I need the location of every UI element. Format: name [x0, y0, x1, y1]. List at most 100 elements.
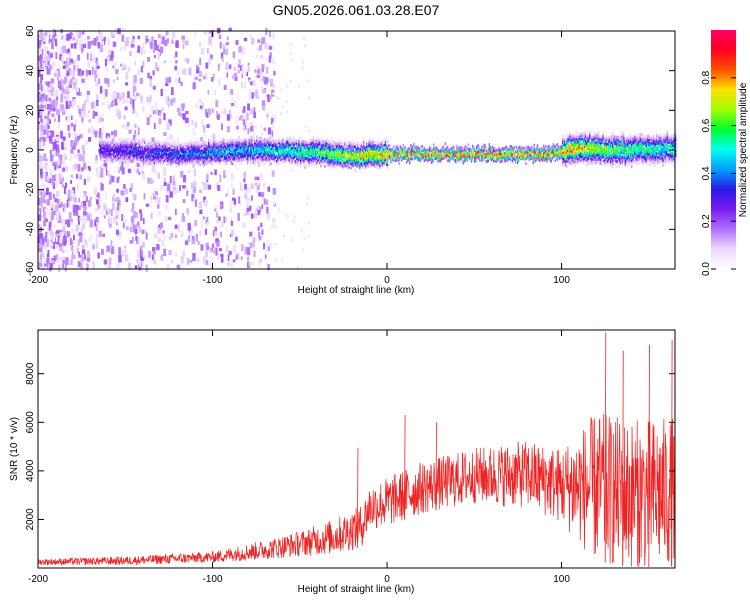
- spectrogram-band-cell: [363, 158, 365, 161]
- spectrogram-band-cell: [395, 146, 397, 149]
- spectrogram-band-cell: [289, 151, 292, 155]
- spectrogram-noise-cell: [261, 100, 266, 106]
- spectrogram-band-cell: [367, 157, 369, 160]
- spectrogram-band-cell: [372, 154, 374, 158]
- spectrogram-band-cell: [147, 149, 149, 152]
- spectrogram-noise-cell: [225, 62, 229, 70]
- spectrogram-noise-cell: [233, 203, 237, 208]
- spectrogram-noise-cell: [41, 48, 44, 56]
- spectrogram-band-cell: [142, 145, 144, 149]
- spectrogram-band-cell: [290, 151, 293, 155]
- spectrogram-band-cell: [111, 136, 113, 140]
- spectrogram-band-cell: [110, 156, 112, 159]
- spectrogram-band-cell: [393, 150, 395, 154]
- spectrogram-band-cell: [270, 157, 273, 160]
- spectrogram-noise-cell: [70, 115, 73, 120]
- spectrogram-band-cell: [157, 145, 160, 148]
- spectrogram-band-cell: [169, 153, 171, 157]
- spectrogram-band-cell: [422, 155, 424, 158]
- spectrogram-noise-cell: [301, 247, 304, 251]
- spectrogram-noise-cell: [40, 104, 43, 110]
- spectrogram-band-cell: [115, 147, 118, 151]
- spectrogram-band-cell: [272, 157, 275, 160]
- spectrogram-noise-cell: [47, 31, 52, 37]
- spectrogram-noise-cell: [89, 219, 93, 228]
- spectrogram-noise-cell: [62, 264, 64, 268]
- spectrogram-noise-cell: [242, 47, 246, 55]
- spectrogram-band-cell: [392, 156, 394, 160]
- spectrogram-noise-cell: [138, 226, 142, 233]
- spectrogram-band-cell: [302, 160, 304, 164]
- spectrogram-band-cell: [154, 145, 156, 149]
- spectrogram-band-cell: [244, 154, 246, 157]
- spectrogram-noise-cell: [145, 232, 148, 240]
- spectrogram-noise-cell: [38, 198, 41, 206]
- spectrogram-band-cell: [291, 138, 294, 142]
- spectrogram-noise-cell: [77, 239, 80, 246]
- spectrogram-band-cell: [173, 148, 175, 152]
- spectrogram-noise-cell: [160, 184, 164, 191]
- spectrogram-noise-cell: [40, 208, 43, 214]
- spectrogram-band-cell: [275, 141, 277, 145]
- spectrogram-noise-cell: [46, 50, 50, 55]
- spectrogram-band-cell: [225, 163, 228, 166]
- spectrogram-noise-cell: [270, 225, 273, 229]
- spectrogram-band-cell: [347, 162, 349, 166]
- spectrogram-noise-cell: [221, 255, 224, 259]
- spectrogram-band-cell: [187, 147, 189, 150]
- spectrogram-noise-cell: [238, 196, 241, 204]
- spectrogram-noise-cell: [263, 242, 265, 250]
- spectrogram-band-cell: [132, 140, 134, 144]
- spectrogram-noise-cell: [86, 256, 91, 262]
- spectrogram-band-cell: [293, 143, 296, 146]
- spectrogram-noise-cell: [87, 36, 90, 40]
- spectrogram-band-cell: [356, 162, 359, 165]
- spectrogram-band-cell: [189, 154, 191, 157]
- spectrogram-band-cell: [284, 160, 286, 164]
- spectrogram-noise-cell: [253, 111, 256, 119]
- spectrogram-noise-cell: [90, 40, 94, 45]
- spectrogram-band-cell: [263, 142, 265, 146]
- spectrogram-band-cell: [201, 149, 204, 153]
- spectrogram-noise-cell: [120, 63, 124, 67]
- spectrogram-noise-cell: [112, 92, 116, 100]
- spectrogram-noise-cell: [56, 212, 60, 221]
- spectrogram-noise-cell: [75, 30, 79, 38]
- spectrogram-noise-cell: [245, 197, 248, 201]
- spectrogram-band-cell: [206, 146, 209, 149]
- spectrogram-band-cell: [141, 146, 143, 149]
- spectrogram-band-cell: [266, 159, 268, 162]
- spectrogram-band-cell: [235, 141, 237, 145]
- spectrogram-band-cell: [309, 139, 311, 143]
- spectrogram-band-cell: [213, 142, 215, 146]
- spectrogram-noise-cell: [134, 265, 138, 270]
- spectrogram-band-cell: [106, 157, 108, 161]
- spectrogram-noise-cell: [289, 80, 292, 83]
- spectrogram-band-cell: [225, 156, 228, 160]
- spectrogram-band-cell: [299, 150, 301, 154]
- spectrogram-band-cell: [299, 146, 301, 149]
- spectrogram-band-cell: [266, 147, 268, 150]
- spectrogram-band-cell: [360, 141, 363, 144]
- spectrogram-noise-cell: [208, 36, 212, 44]
- spectrogram-band-cell: [158, 159, 161, 163]
- spectrogram-band-cell: [324, 140, 326, 143]
- spectrogram-band-cell: [325, 142, 327, 145]
- spectrogram-band-cell: [264, 145, 266, 148]
- spectrogram-band-cell: [415, 147, 417, 151]
- spectrogram-noise-cell: [118, 205, 121, 214]
- spectrogram-band-cell: [180, 150, 183, 154]
- spectrogram-band-cell: [383, 147, 386, 151]
- spectrogram-band-cell: [276, 149, 278, 152]
- spectrogram-noise-cell: [274, 61, 277, 65]
- spectrogram-noise-cell: [272, 122, 275, 129]
- spectrogram-band-cell: [338, 159, 341, 162]
- spectrogram-band-cell: [148, 140, 150, 143]
- spectrogram-noise-cell: [139, 249, 142, 257]
- spectrogram-band-cell: [302, 140, 304, 144]
- spectrogram-band-cell: [136, 158, 139, 161]
- spectrogram-band-cell: [150, 155, 152, 158]
- spectrogram-band-cell: [282, 150, 284, 153]
- spectrogram-band-cell: [233, 148, 235, 151]
- spectrogram-noise-cell: [289, 51, 292, 55]
